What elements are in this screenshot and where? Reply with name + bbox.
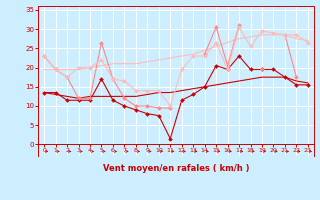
- X-axis label: Vent moyen/en rafales ( km/h ): Vent moyen/en rafales ( km/h ): [103, 164, 249, 173]
